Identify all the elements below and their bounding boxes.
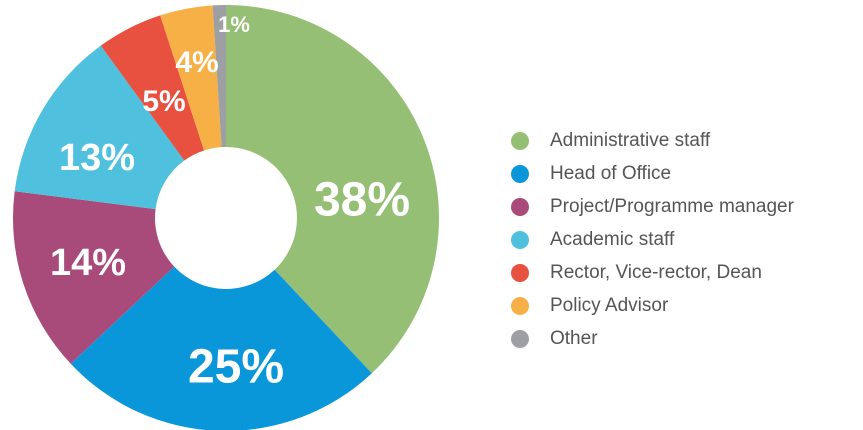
slice	[226, 5, 440, 374]
legend-label: Rector, Vice-rector, Dean	[550, 262, 762, 283]
slice-label: 4%	[175, 46, 218, 79]
slice	[14, 45, 185, 210]
legend-label: Policy Advisor	[550, 295, 669, 316]
slice	[70, 266, 372, 430]
slice-label: 13%	[59, 137, 135, 179]
legend-label: Head of Office	[550, 163, 671, 184]
slice-label: 38%	[314, 174, 410, 227]
legend-swatch	[511, 132, 529, 150]
legend-swatch	[511, 231, 529, 249]
legend-swatch	[511, 297, 529, 315]
legend-swatch	[511, 165, 529, 183]
slice-label: 1%	[218, 12, 250, 37]
slice	[160, 5, 222, 151]
legend-label: Project/Programme manager	[550, 196, 795, 217]
legend-label: Administrative staff	[550, 130, 711, 151]
legend-swatch	[511, 198, 529, 216]
slice	[13, 191, 175, 364]
legend-swatch	[511, 330, 529, 348]
slice-label: 25%	[188, 341, 284, 394]
slice	[100, 15, 205, 161]
slice	[212, 5, 226, 148]
legend-label: Other	[550, 328, 598, 349]
legend-swatch	[511, 264, 529, 282]
legend-label: Academic staff	[550, 229, 675, 250]
slice-label: 14%	[50, 242, 126, 284]
slice-label: 5%	[142, 85, 185, 118]
